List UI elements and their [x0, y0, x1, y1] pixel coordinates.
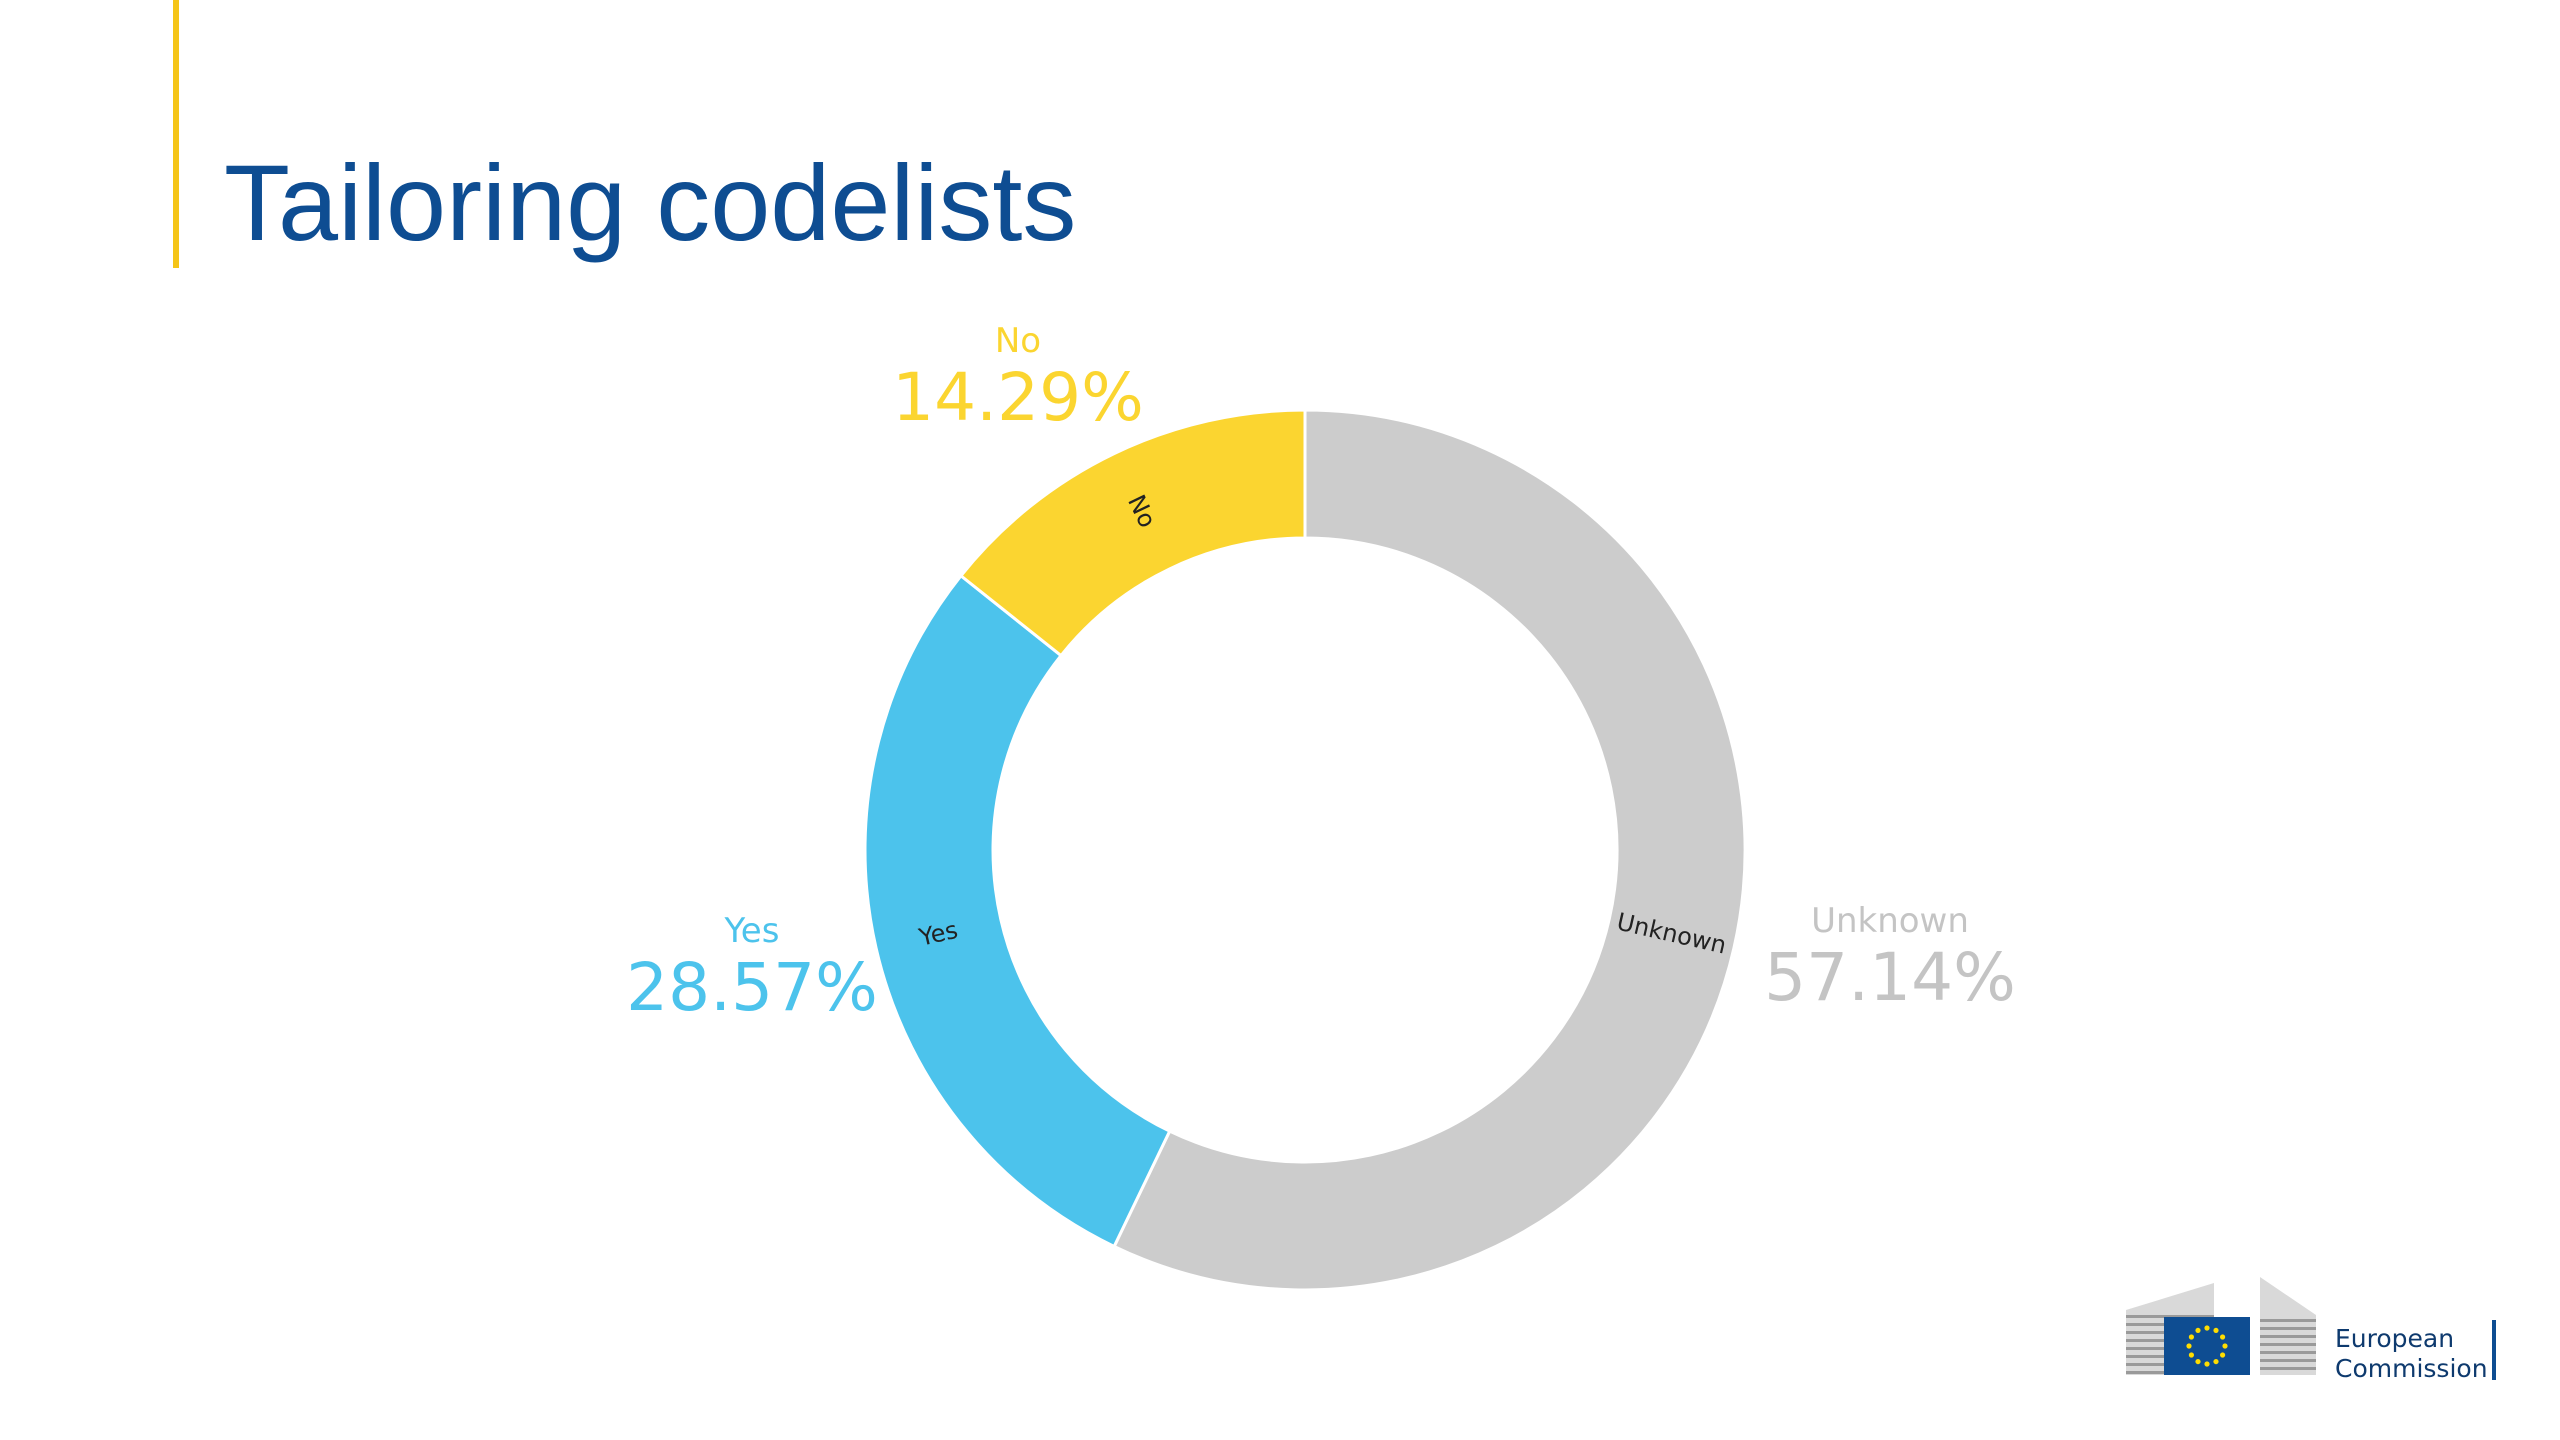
- legend-name-no: No: [995, 321, 1041, 361]
- data-label-yes: 28.57%: [626, 949, 878, 1026]
- page-title: Tailoring codelists: [224, 142, 1077, 263]
- logo-divider: [2492, 1320, 2496, 1380]
- european-commission-logo: [2126, 1275, 2506, 1385]
- slice-unknown: [1112, 408, 1747, 1292]
- data-label-unknown: 57.14%: [1764, 939, 2016, 1016]
- logo-text: European Commission: [2335, 1324, 2488, 1384]
- legend-name-unknown: Unknown: [1811, 901, 1969, 941]
- legend-name-yes: Yes: [724, 911, 780, 951]
- title-accent-bar: [173, 0, 179, 268]
- eu-stars-icon: [2186, 1325, 2228, 1367]
- slice-yes: [863, 573, 1172, 1249]
- slice-no: [958, 408, 1307, 658]
- data-label-no: 14.29%: [892, 359, 1144, 436]
- logo-line-2: Commission: [2335, 1354, 2488, 1383]
- logo-line-1: European: [2335, 1324, 2455, 1353]
